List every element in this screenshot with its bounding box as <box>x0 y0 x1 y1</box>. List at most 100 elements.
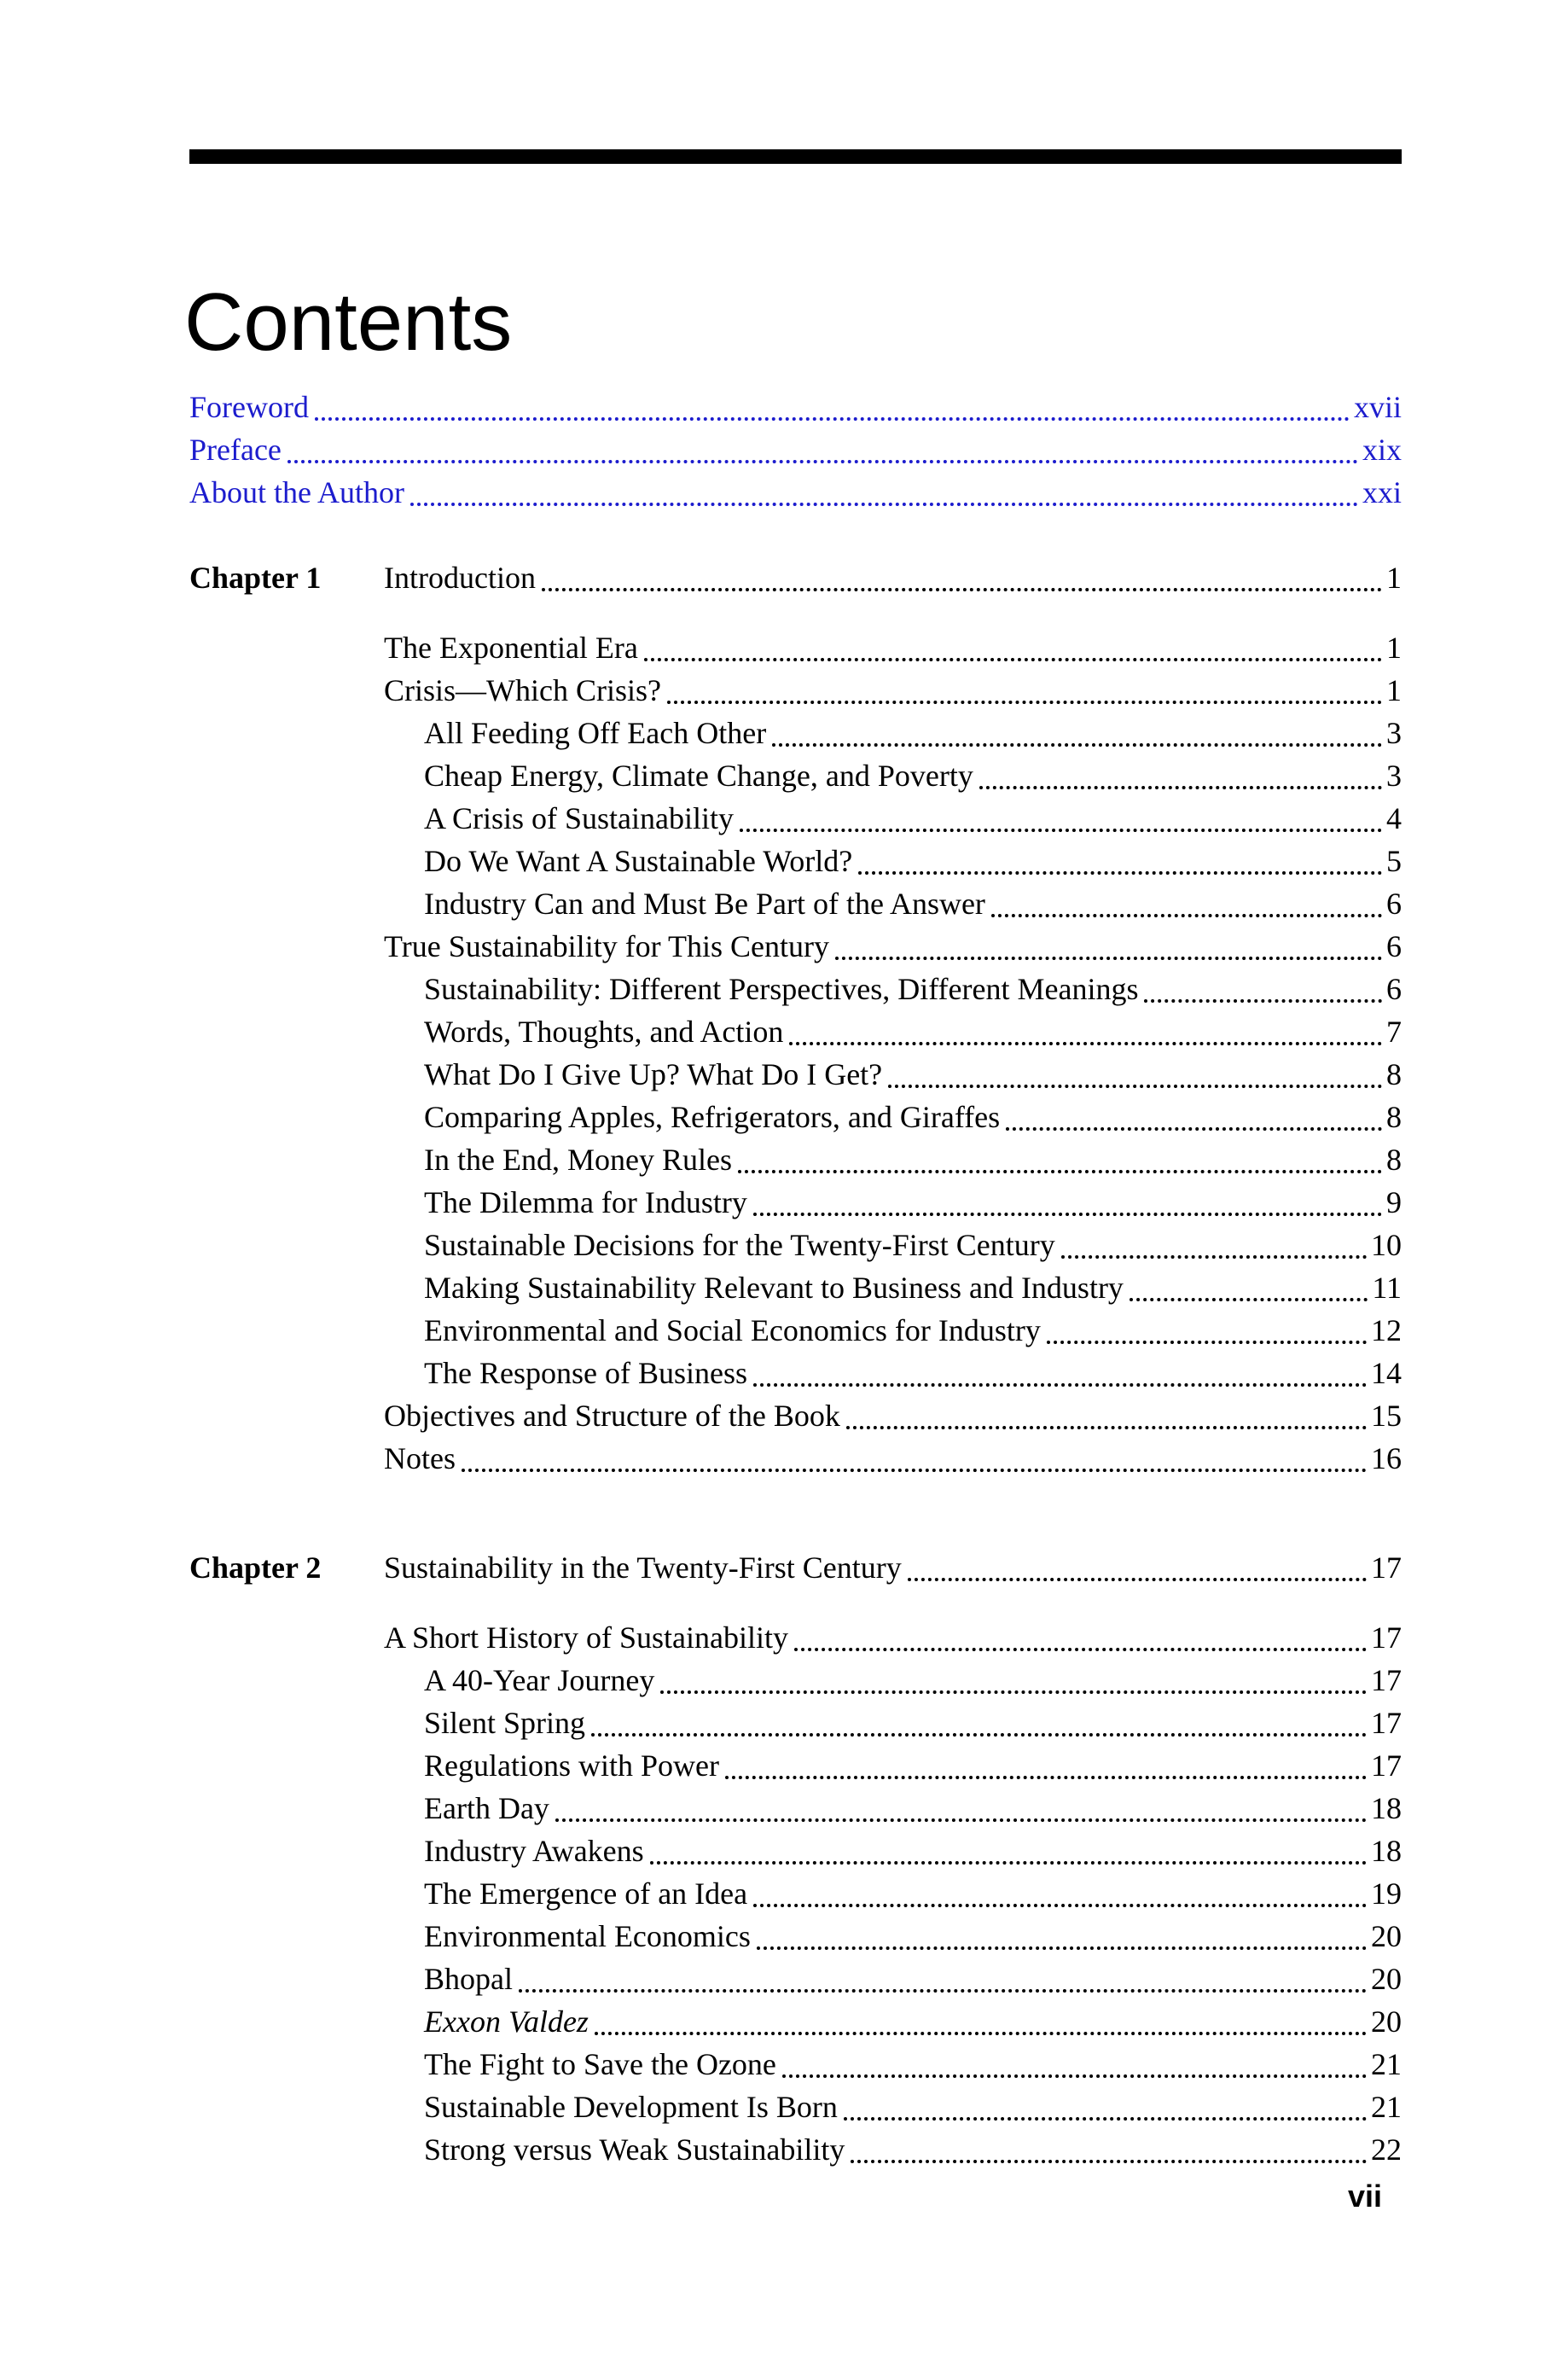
entry-title: The Dilemma for Industry <box>424 1185 747 1219</box>
entry-title: The Exponential Era <box>384 631 638 665</box>
entry-page-number: 17 <box>1371 1706 1402 1740</box>
chapter-page-number: 17 <box>1371 1551 1402 1585</box>
chapter-title: Introduction <box>384 561 536 595</box>
entry-title: In the End, Money Rules <box>424 1143 732 1177</box>
toc-entry-row[interactable]: Preface xix <box>189 428 1402 471</box>
dot-leader <box>845 1426 1367 1429</box>
chapters: Chapter 1 Introduction 1 The Exponential… <box>189 556 1402 2171</box>
entry-title: Do We Want A Sustainable World? <box>424 844 853 878</box>
entry-title: The Emergence of an Idea <box>424 1876 748 1911</box>
toc-entry-row: Regulations with Power 17 <box>384 1744 1402 1787</box>
entry-page-number: 5 <box>1386 844 1402 878</box>
toc-entry-row: Environmental and Social Economics for I… <box>384 1309 1402 1352</box>
toc-entry-row[interactable]: About the Author xxi <box>189 471 1402 514</box>
dot-leader <box>666 701 1382 704</box>
entry-title: A 40-Year Journey <box>424 1663 655 1697</box>
toc-entry-row: Industry Can and Must Be Part of the Ans… <box>384 882 1402 925</box>
entry-page-number: 19 <box>1371 1876 1402 1911</box>
entry-page-number: 22 <box>1371 2132 1402 2167</box>
entry-title: A Crisis of Sustainability <box>424 801 735 835</box>
entry-title: Notes <box>384 1441 456 1475</box>
entry-page-number: 21 <box>1371 2090 1402 2124</box>
toc-entry-row: The Response of Business 14 <box>384 1352 1402 1394</box>
entry-title: Comparing Apples, Refrigerators, and Gir… <box>424 1100 1001 1134</box>
entry-title: True Sustainability for This Century <box>384 929 829 963</box>
dot-leader <box>555 1818 1367 1822</box>
dot-leader <box>772 743 1382 747</box>
dot-leader <box>1046 1341 1367 1344</box>
chapter-entries: The Exponential Era 1 Crisis—Which Crisi… <box>384 626 1402 1480</box>
entry-title: Making Sustainability Relevant to Busine… <box>424 1271 1124 1305</box>
dot-leader <box>907 1578 1367 1581</box>
toc-entry-row: Sustainable Development Is Born 21 <box>384 2086 1402 2128</box>
entry-title: Crisis—Which Crisis? <box>384 673 661 707</box>
toc-entry-row: The Emergence of an Idea 19 <box>384 1872 1402 1915</box>
entry-title: All Feeding Off Each Other <box>424 716 767 750</box>
entry-page-number: 6 <box>1386 972 1402 1006</box>
dot-leader <box>1060 1255 1367 1259</box>
entry-title: Foreword <box>189 390 309 424</box>
entry-title: Cheap Energy, Climate Change, and Povert… <box>424 759 973 793</box>
page-title: Contents <box>184 276 513 369</box>
entry-page-number: 8 <box>1386 1100 1402 1134</box>
entry-page-number: xix <box>1362 433 1402 467</box>
dot-leader <box>1006 1127 1382 1131</box>
entry-page-number: xvii <box>1353 390 1402 424</box>
toc-entry-row: A Short History of Sustainability 17 <box>384 1616 1402 1659</box>
toc-content: Foreword xvii Preface xix About the Auth… <box>189 386 1402 2171</box>
entry-title: About the Author <box>189 475 404 509</box>
toc-entry-row[interactable]: Foreword xvii <box>189 386 1402 428</box>
toc-entry-row: The Exponential Era 1 <box>384 626 1402 669</box>
entry-title: A Short History of Sustainability <box>384 1620 789 1655</box>
entry-page-number: 3 <box>1386 759 1402 793</box>
entry-title: Industry Can and Must Be Part of the Ans… <box>424 887 985 921</box>
chapter-label: Chapter 1 <box>189 561 322 595</box>
entry-page-number: 6 <box>1386 929 1402 963</box>
dot-leader <box>752 1213 1382 1216</box>
dot-leader <box>835 957 1382 960</box>
entry-page-number: 8 <box>1386 1143 1402 1177</box>
dot-leader <box>1144 999 1382 1003</box>
dot-leader <box>519 1989 1367 1993</box>
dot-leader <box>843 2117 1367 2121</box>
entry-page-number: 10 <box>1371 1228 1402 1262</box>
chapter-page-number: 1 <box>1386 561 1402 595</box>
chapter-header-row: Chapter 1 Introduction 1 <box>189 556 1402 599</box>
entry-title: What Do I Give Up? What Do I Get? <box>424 1057 883 1091</box>
entry-title: Preface <box>189 433 282 467</box>
toc-entry-row: Objectives and Structure of the Book 15 <box>384 1394 1402 1437</box>
entry-page-number: 14 <box>1371 1356 1402 1390</box>
entry-page-number: 17 <box>1371 1663 1402 1697</box>
dot-leader <box>724 1776 1367 1779</box>
entry-title: The Response of Business <box>424 1356 747 1390</box>
entry-page-number: 1 <box>1386 631 1402 665</box>
entry-page-number: 1 <box>1386 673 1402 707</box>
dot-leader <box>643 658 1382 661</box>
toc-entry-row: True Sustainability for This Century 6 <box>384 925 1402 968</box>
toc-entry-row: Strong versus Weak Sustainability 22 <box>384 2128 1402 2171</box>
dot-leader <box>591 1733 1367 1737</box>
dot-leader <box>409 503 1358 506</box>
toc-entry-row: Earth Day 18 <box>384 1787 1402 1830</box>
toc-entry-row: Environmental Economics 20 <box>384 1915 1402 1958</box>
entry-title: Objectives and Structure of the Book <box>384 1399 840 1433</box>
entry-page-number: 17 <box>1371 1748 1402 1783</box>
toc-entry-row: Notes 16 <box>384 1437 1402 1480</box>
dot-leader <box>740 829 1382 832</box>
toc-entry-row: Sustainable Decisions for the Twenty-Fir… <box>384 1224 1402 1266</box>
toc-entry-row: A Crisis of Sustainability 4 <box>384 797 1402 840</box>
toc-entry-row: Industry Awakens 18 <box>384 1830 1402 1872</box>
chapter-section: Chapter 1 Introduction 1 The Exponential… <box>189 556 1402 1480</box>
entry-page-number: 3 <box>1386 716 1402 750</box>
dot-leader <box>781 2074 1367 2078</box>
dot-leader <box>462 1469 1367 1472</box>
entry-page-number: 20 <box>1371 1919 1402 1953</box>
toc-entry-row: The Dilemma for Industry 9 <box>384 1181 1402 1224</box>
dot-leader <box>789 1042 1382 1045</box>
chapter-label: Chapter 2 <box>189 1551 322 1585</box>
entry-page-number: 11 <box>1372 1271 1402 1305</box>
toc-entry-row: Exxon Valdez 20 <box>384 2000 1402 2043</box>
entry-page-number: 7 <box>1386 1015 1402 1049</box>
entry-page-number: 6 <box>1386 887 1402 921</box>
